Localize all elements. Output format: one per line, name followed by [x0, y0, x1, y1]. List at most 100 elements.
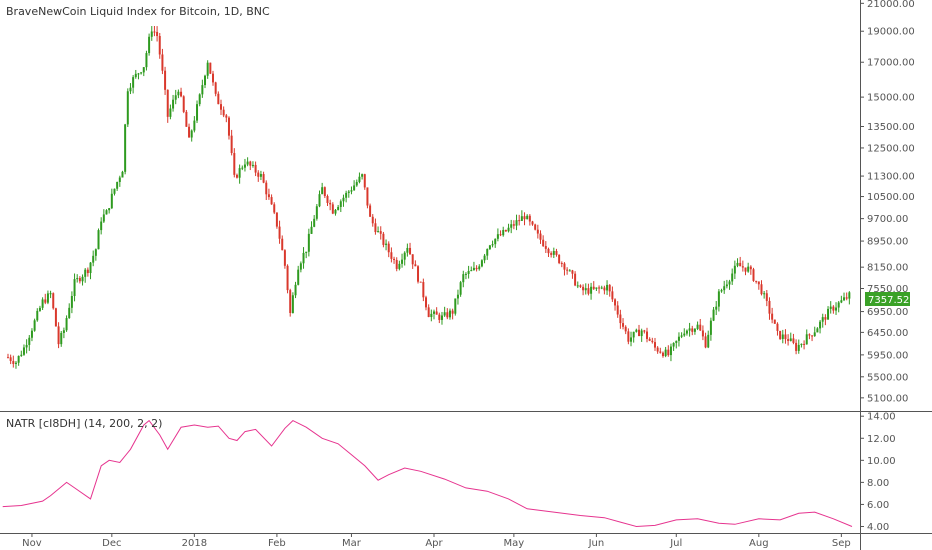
candle-body — [797, 344, 800, 351]
candle-up — [60, 330, 63, 347]
candle-up — [480, 259, 483, 268]
candle-body — [848, 292, 851, 299]
candle-up — [105, 209, 108, 215]
candle-body — [752, 269, 755, 281]
candle-up — [358, 172, 361, 184]
candle-down — [544, 241, 547, 253]
candle-body — [118, 177, 121, 182]
candle-body — [566, 269, 569, 271]
candle-up — [478, 264, 481, 271]
price-tick-label: 5100.00 — [867, 393, 908, 404]
candle-body — [451, 310, 454, 314]
candle-body — [339, 201, 342, 207]
candle-body — [134, 73, 137, 78]
candle-body — [677, 336, 680, 341]
candle-body — [70, 296, 73, 308]
candle-body — [507, 227, 510, 232]
candle-body — [464, 273, 467, 275]
candle-down — [659, 347, 662, 354]
candle-down — [366, 187, 369, 209]
candle-body — [784, 334, 787, 340]
candle-body — [832, 306, 835, 311]
candle-body — [563, 263, 566, 270]
price-tick-label: 10500.00 — [867, 192, 915, 203]
candle-up — [198, 93, 201, 107]
candle-body — [331, 204, 334, 214]
candle-body — [720, 290, 723, 292]
candle-body — [547, 248, 550, 254]
candle-up — [76, 274, 79, 283]
candle-body — [693, 328, 696, 332]
candle-up — [150, 26, 153, 41]
candle-up — [677, 332, 680, 347]
candle-up — [688, 322, 691, 337]
candle-up — [73, 273, 76, 302]
candle-up — [291, 292, 294, 314]
candle-body — [518, 220, 521, 222]
candle-body — [512, 224, 515, 226]
candle-down — [582, 284, 585, 296]
candle-up — [600, 285, 603, 290]
candle-body — [454, 298, 457, 314]
candle-body — [116, 181, 119, 189]
candle-up — [342, 194, 345, 207]
candle-body — [728, 281, 731, 285]
candle-body — [744, 267, 747, 272]
candle-body — [12, 360, 15, 364]
candle-up — [728, 279, 731, 290]
candle-body — [645, 331, 648, 339]
candle-down — [563, 262, 566, 276]
candle-body — [30, 330, 33, 338]
candle-body — [552, 251, 555, 255]
price-tick-label: 19000.00 — [867, 27, 915, 38]
candle-down — [622, 318, 625, 330]
candle-up — [174, 89, 177, 105]
candle-body — [542, 239, 545, 247]
candle-down — [153, 25, 156, 37]
candle-up — [38, 305, 41, 312]
candle-body — [121, 171, 124, 178]
candle-down — [227, 116, 230, 140]
candle-down — [768, 297, 771, 320]
candle-down — [212, 70, 215, 86]
candle-body — [20, 354, 23, 356]
candle-body — [435, 311, 438, 315]
candle-up — [816, 327, 819, 333]
candle-down — [323, 186, 326, 199]
candle-down — [219, 99, 222, 115]
price-tick-label: 6450.00 — [867, 328, 908, 339]
candle-up — [725, 279, 728, 289]
candle-up — [20, 350, 23, 357]
candle-up — [401, 253, 404, 268]
candle-up — [134, 69, 137, 79]
candle-body — [249, 161, 252, 166]
candle-body — [238, 168, 241, 178]
candle-body — [180, 91, 183, 97]
candle-down — [283, 249, 286, 269]
candle-down — [845, 292, 848, 301]
candle-down — [363, 173, 366, 190]
candle-body — [137, 73, 140, 75]
candle-body — [81, 276, 84, 282]
candle-up — [848, 291, 851, 305]
candle-down — [422, 278, 425, 302]
candle-down — [217, 91, 220, 105]
candle-body — [576, 285, 579, 287]
candle-up — [204, 74, 207, 89]
candle-down — [411, 254, 414, 269]
candle-body — [803, 343, 806, 345]
candle-body — [315, 206, 318, 219]
candle-up — [137, 72, 140, 80]
candle-up — [62, 327, 65, 339]
candle-body — [227, 117, 230, 136]
candle-body — [638, 329, 641, 337]
candle-body — [275, 212, 278, 227]
candle-down — [275, 212, 278, 229]
candle-body — [113, 188, 116, 194]
candle-body — [528, 215, 531, 222]
candle-body — [526, 215, 529, 220]
candle-body — [225, 115, 228, 118]
candle-body — [446, 312, 449, 318]
candle-up — [206, 60, 209, 79]
candle-up — [238, 164, 241, 184]
